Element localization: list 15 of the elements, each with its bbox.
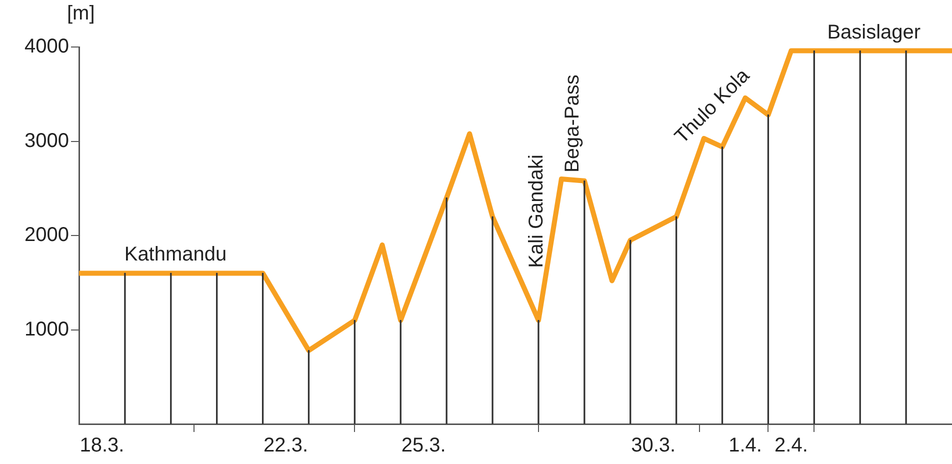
y-tick-label: 2000 <box>24 224 69 246</box>
x-tick-label: 1.4. <box>728 434 762 457</box>
x-tick-label: 30.3. <box>631 434 676 457</box>
y-tick-label: 1000 <box>24 318 69 340</box>
annotation: Basislager <box>827 21 921 44</box>
annotation: Bega-Pass <box>561 74 584 172</box>
x-tick-label: 25.3. <box>401 434 446 457</box>
x-tick-label: 22.3. <box>264 434 308 457</box>
y-axis-title: [m] <box>67 2 95 25</box>
annotation: Kathmandu <box>124 244 227 266</box>
x-tick-label: 2.4. <box>774 434 808 457</box>
y-tick-label: 4000 <box>24 36 69 58</box>
annotation: Kali Gandaki <box>525 154 548 268</box>
x-tick-label: 18.3. <box>80 434 124 457</box>
y-tick-label: 3000 <box>24 130 69 152</box>
